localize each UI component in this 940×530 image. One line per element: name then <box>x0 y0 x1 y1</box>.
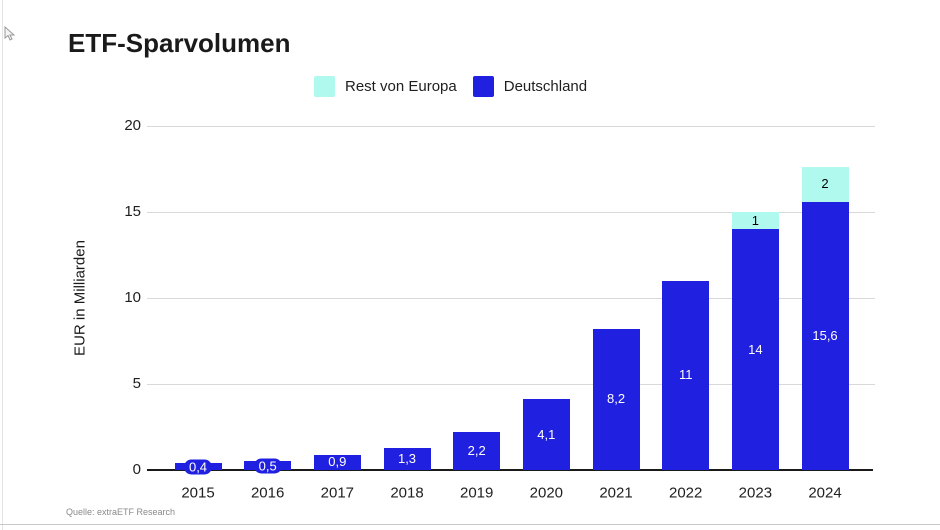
x-tick-label-2018: 2018 <box>390 484 424 502</box>
legend-item-rest-von-europa[interactable]: Rest von Europa <box>314 76 457 97</box>
bar-segment-deutschland-2023[interactable] <box>731 229 779 470</box>
x-tick-label-2016: 2016 <box>250 484 285 502</box>
x-tick-label-2022: 2022 <box>669 484 703 502</box>
bar-value-label-2023: 1 <box>751 212 759 228</box>
x-tick-label-2017: 2017 <box>320 484 355 502</box>
bar-value-label-2018: 1,3 <box>397 450 417 466</box>
bar-value-label-2024: 15,6 <box>812 327 838 343</box>
bar-value-label-2023: 14 <box>748 341 763 357</box>
gridline-20 <box>147 125 875 127</box>
bar-value-label-2022: 11 <box>678 367 693 383</box>
bar-segment-deutschland-2017[interactable] <box>313 454 361 470</box>
y-tick-label-0: 0 <box>132 461 141 478</box>
legend-item-deutschland[interactable]: Deutschland <box>472 76 588 97</box>
bar-segment-deutschland-2020[interactable] <box>522 399 570 470</box>
bar-segment-deutschland-2019[interactable] <box>453 432 501 470</box>
y-tick-label-10: 10 <box>124 289 141 306</box>
y-tick-label-5: 5 <box>132 375 141 392</box>
bar-segment-rest-von-europa-2024[interactable] <box>801 167 849 202</box>
bar-segment-deutschland-2021[interactable] <box>592 328 640 470</box>
legend: Rest von Europa Deutschland <box>314 76 587 97</box>
bar-value-label-2021: 8,2 <box>606 391 626 407</box>
mouse-cursor-icon <box>4 26 16 41</box>
bar-segment-deutschland-2024[interactable] <box>801 201 849 470</box>
bar-segment-rest-von-europa-2023[interactable] <box>731 212 779 230</box>
bar-value-label-2020: 4,1 <box>537 426 556 442</box>
legend-swatch <box>472 76 494 97</box>
bar-value-label-2016: 0,5 <box>253 458 282 474</box>
bar-value-label-2017: 0,9 <box>328 454 347 470</box>
bar-segment-deutschland-2022[interactable] <box>662 280 710 470</box>
x-tick-label-2021: 2021 <box>599 484 633 502</box>
x-tick-label-2020: 2020 <box>529 484 564 502</box>
window-bottom-border <box>0 524 940 525</box>
y-tick-label-15: 15 <box>124 203 141 220</box>
x-axis-line <box>147 469 873 471</box>
y-tick-label-20: 20 <box>124 117 141 134</box>
bar-segment-deutschland-2018[interactable] <box>383 447 431 470</box>
gridline-5 <box>147 383 875 385</box>
x-tick-label-2023: 2023 <box>738 484 773 502</box>
chart-title: ETF-Sparvolumen <box>68 28 291 58</box>
gridline-15 <box>147 211 875 213</box>
bar-value-label-2024: 2 <box>821 176 829 192</box>
window-left-border <box>2 0 3 530</box>
bar-value-label-2019: 2,2 <box>467 443 486 459</box>
source-note: Quelle: extraETF Research <box>66 507 176 517</box>
gridline-10 <box>147 297 875 299</box>
x-tick-label-2019: 2019 <box>459 484 494 502</box>
legend-swatch <box>314 76 335 97</box>
bar-value-label-2015: 0,4 <box>183 459 213 475</box>
legend-label: Rest von Europa <box>345 78 457 95</box>
x-tick-label-2015: 2015 <box>181 484 215 502</box>
x-tick-label-2024: 2024 <box>808 484 842 502</box>
legend-label: Deutschland <box>503 78 588 95</box>
